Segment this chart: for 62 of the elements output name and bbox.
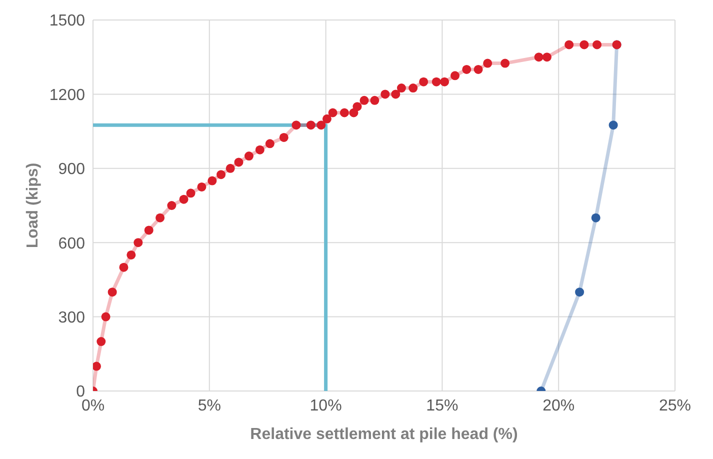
x-tick-label: 5% bbox=[198, 397, 221, 414]
y-tick-label: 900 bbox=[58, 161, 86, 178]
x-tick-label: 25% bbox=[658, 397, 692, 414]
point bbox=[292, 120, 301, 130]
point bbox=[564, 40, 574, 50]
point bbox=[483, 58, 492, 68]
point bbox=[156, 213, 165, 222]
point bbox=[208, 176, 217, 186]
point bbox=[419, 77, 428, 86]
point bbox=[500, 58, 510, 68]
point bbox=[462, 64, 472, 74]
point bbox=[580, 40, 589, 50]
point bbox=[144, 226, 154, 235]
point bbox=[134, 238, 143, 248]
point bbox=[534, 52, 544, 62]
point bbox=[391, 90, 400, 99]
point bbox=[101, 312, 110, 322]
point bbox=[440, 77, 450, 86]
point bbox=[306, 120, 316, 130]
x-tick-label: 10% bbox=[310, 397, 342, 414]
point bbox=[255, 145, 264, 154]
y-tick-label: 1500 bbox=[49, 12, 86, 30]
point bbox=[126, 250, 136, 260]
point bbox=[370, 96, 380, 105]
point bbox=[322, 114, 332, 124]
point bbox=[396, 84, 406, 93]
x-axis-title: Relative settlement at pile head (%) bbox=[250, 426, 518, 443]
point bbox=[352, 102, 362, 112]
point bbox=[474, 64, 483, 74]
point bbox=[450, 71, 460, 80]
point bbox=[119, 262, 128, 272]
point bbox=[360, 96, 369, 105]
point bbox=[96, 337, 106, 346]
point bbox=[93, 362, 101, 371]
point bbox=[265, 139, 274, 148]
point bbox=[234, 158, 244, 167]
point bbox=[432, 77, 441, 86]
x-tick-label: 15% bbox=[426, 397, 458, 414]
point bbox=[167, 201, 176, 210]
point bbox=[244, 152, 254, 161]
point bbox=[316, 120, 326, 130]
point bbox=[592, 40, 602, 50]
point bbox=[216, 170, 226, 180]
point bbox=[328, 108, 338, 118]
point bbox=[108, 288, 117, 297]
point bbox=[179, 194, 188, 204]
y-tick-label: 1200 bbox=[49, 86, 86, 104]
point bbox=[279, 132, 288, 142]
point bbox=[575, 288, 584, 297]
point bbox=[542, 52, 552, 62]
x-tick-label: 20% bbox=[542, 397, 575, 414]
point bbox=[591, 213, 600, 222]
y-tick-label: 300 bbox=[58, 309, 86, 326]
point bbox=[608, 120, 618, 130]
point bbox=[380, 90, 390, 99]
y-tick-label: 600 bbox=[58, 235, 86, 252]
y-axis-title: Load (kips) bbox=[24, 162, 42, 248]
point bbox=[340, 108, 349, 118]
point bbox=[186, 188, 196, 198]
point bbox=[197, 182, 206, 192]
point bbox=[226, 164, 235, 173]
point bbox=[408, 84, 418, 93]
